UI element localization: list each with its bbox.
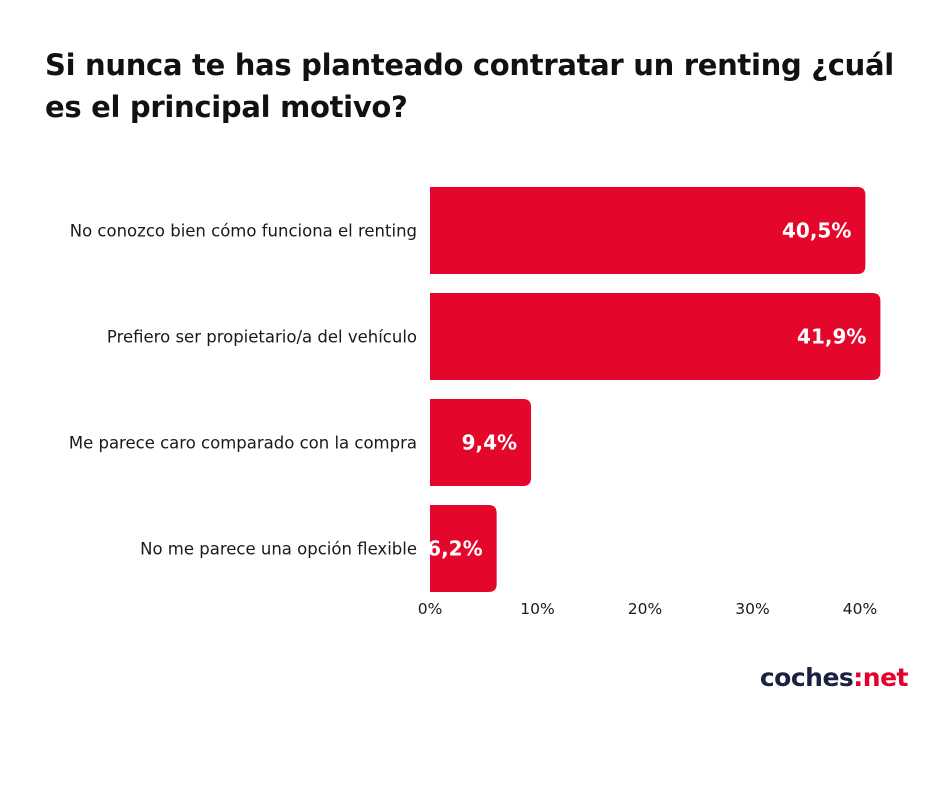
x-tick-label: 10% — [520, 600, 554, 618]
bar-value-label: 9,4% — [462, 431, 517, 455]
chart-title: Si nunca te has planteado contratar un r… — [45, 48, 894, 124]
bar — [430, 399, 532, 486]
logo-name: coches — [759, 663, 854, 692]
bar — [430, 187, 866, 274]
category-label: No me parece una opción flexible — [140, 540, 417, 559]
bar-value-labels: 40,5% 41,9% 9,4% 6,2% — [427, 219, 866, 561]
bar-value-label: 6,2% — [427, 537, 482, 561]
bar — [430, 293, 881, 380]
logo-separator: : — [853, 663, 863, 692]
bar-value-label: 41,9% — [797, 325, 866, 349]
category-label: Me parece caro comparado con la compra — [69, 434, 417, 453]
x-tick-label: 30% — [735, 600, 769, 618]
category-label: No conozco bien cómo funciona el renting — [70, 222, 417, 241]
x-tick-label: 20% — [628, 600, 662, 618]
bar — [430, 505, 497, 592]
logo-tld: net — [862, 663, 909, 692]
bar-value-label: 40,5% — [782, 219, 851, 243]
x-axis-ticks: 0% 10% 20% 30% 40% — [418, 600, 878, 618]
bars — [430, 187, 881, 592]
x-tick-label: 40% — [843, 600, 877, 618]
cochesnet-logo: coches:net — [759, 663, 909, 692]
category-label: Prefiero ser propietario/a del vehículo — [107, 328, 417, 347]
category-labels: No conozco bien cómo funciona el renting… — [69, 222, 417, 559]
x-tick-label: 0% — [418, 600, 443, 618]
